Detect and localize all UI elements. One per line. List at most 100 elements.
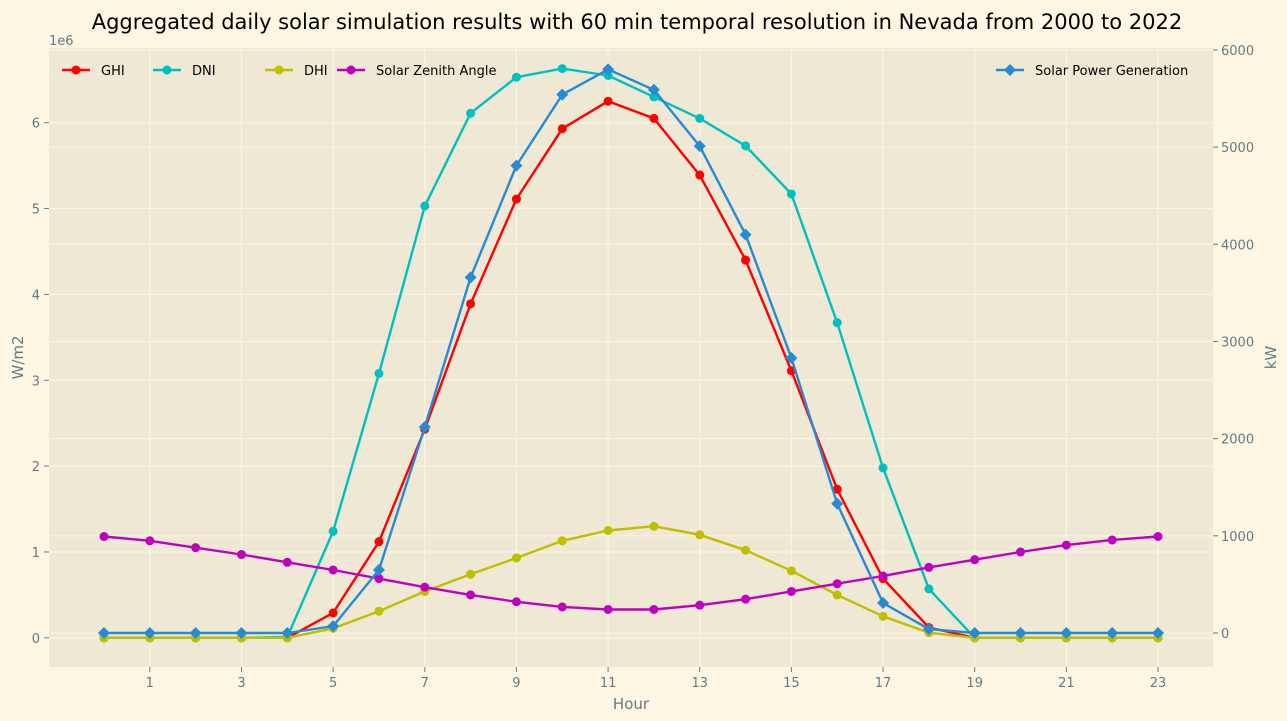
data-point [924,584,934,594]
data-point [374,537,384,547]
data-point [968,626,981,639]
data-point [1107,535,1117,545]
data-point [328,526,338,536]
y-axis-right-label: kW [1262,346,1280,370]
legend-right: Solar Power Generation [996,64,1188,79]
y-right-tick-label: 2000 [1221,433,1254,448]
legend-swatch-marker [274,65,284,75]
y-right-tick-label: 0 [1221,627,1229,642]
data-point [374,574,384,584]
y-right-tick-label: 6000 [1221,44,1254,59]
y-axis-multiplier: 1e6 [49,34,74,49]
data-point [420,582,430,592]
x-tick-label: 5 [329,676,337,691]
data-point [877,596,890,609]
y-right-tick-label: 3000 [1221,335,1254,350]
data-point [649,113,659,123]
data-point [695,600,705,610]
x-tick-label: 3 [237,676,245,691]
data-point [785,351,798,364]
data-point [145,536,155,546]
legend-swatch-marker [162,65,172,75]
data-point [786,566,796,576]
series-layer [97,63,1165,643]
data-point [831,497,844,510]
y-left-tick-label: 1 [32,546,40,561]
data-point [739,228,752,241]
y-right-tick-label: 5000 [1221,141,1254,156]
series-line [103,535,1159,611]
data-point [649,92,659,102]
data-point [741,545,751,555]
x-tick-label: 11 [600,676,617,691]
legend-label: DNI [192,64,216,79]
data-point [511,553,521,563]
data-point [603,70,613,80]
data-point [97,626,110,639]
data-point [832,579,842,589]
data-point [281,626,294,639]
series-solar-power-generation [97,63,1165,639]
data-point [1152,626,1165,639]
data-point [557,124,567,134]
data-point [328,565,338,575]
data-point [832,484,842,494]
data-point [695,170,705,180]
data-point [741,141,751,151]
x-tick-label: 19 [966,676,983,691]
y-axis-left-label: W/m2 [9,335,27,379]
data-point [695,113,705,123]
data-point [649,604,659,614]
y-left-tick-label: 5 [32,203,40,218]
y-left-tick-label: 4 [32,288,40,303]
data-point [603,96,613,106]
legend-item: DNI [153,64,216,79]
data-point [236,550,246,560]
data-point [970,555,980,565]
y-left-tick-label: 0 [32,632,40,647]
data-point [786,189,796,199]
legend-swatch-marker [1004,64,1016,76]
legend-label: DHI [304,64,328,79]
data-point [647,83,660,96]
data-point [556,88,569,101]
legend-item: Solar Zenith Angle [337,64,496,79]
x-tick-label: 15 [783,676,800,691]
legend-item: GHI [62,64,125,79]
data-point [878,571,888,581]
data-point [420,201,430,211]
data-point [328,608,338,618]
legend-item: Solar Power Generation [996,64,1188,79]
data-point [1016,547,1026,557]
data-point [603,604,613,614]
data-point [924,562,934,572]
data-point [922,623,935,636]
x-tick-label: 23 [1150,676,1167,691]
series-line [104,525,1158,639]
data-point [464,271,477,284]
x-tick-label: 7 [421,676,429,691]
data-point [511,194,521,204]
data-point [741,255,751,265]
y-right-tick-label: 1000 [1221,530,1254,545]
data-point [557,602,567,612]
legend-swatch-marker [71,65,81,75]
data-point [191,543,201,553]
data-point [372,563,385,576]
plot-area [49,48,1213,667]
data-point [466,108,476,118]
data-point [786,586,796,596]
data-point [693,140,706,153]
data-point [374,606,384,616]
data-point [466,569,476,579]
data-point [511,597,521,607]
data-point [649,521,659,531]
data-point [510,159,523,172]
legend-label: Solar Zenith Angle [376,64,496,79]
ticks-layer: 1 3 5 7 9 11 13 15 17 19 21 23012345601000200030004… [32,44,1254,691]
y-right-tick-label: 4000 [1221,238,1254,253]
data-point [1014,626,1027,639]
data-point [603,525,613,535]
